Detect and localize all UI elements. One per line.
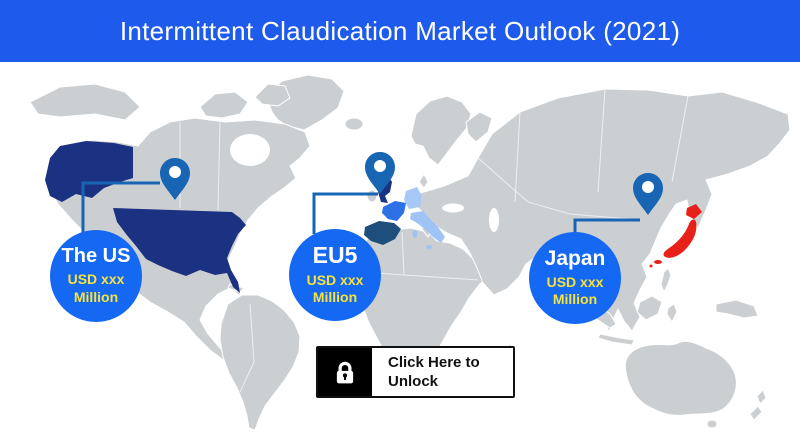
country-border (477, 88, 689, 221)
region-label: The US (61, 245, 131, 267)
denmark-region (418, 172, 429, 189)
us-value-badge: The US USD xxx Million (50, 230, 142, 322)
unlock-line2: Unlock (388, 373, 439, 390)
borneo-region (636, 295, 663, 321)
eu5-value-badge: EU5 USD xxx Million (289, 229, 381, 321)
caspian-sea (489, 208, 499, 232)
leader-line-us (81, 181, 160, 233)
japan-region-highlight (649, 204, 702, 268)
sulawesi-region (666, 303, 678, 324)
tasmania-region (706, 419, 718, 429)
unlock-button[interactable]: Click Here to Unlock (316, 346, 515, 398)
eurasia-region (416, 88, 791, 334)
leader-line-eu5 (312, 192, 378, 234)
philippines-region (660, 267, 672, 294)
ireland-region (366, 189, 378, 203)
scandinavia-region (410, 95, 472, 166)
region-label: EU5 (312, 241, 358, 268)
java-region (597, 333, 635, 346)
region-label: Japan (544, 246, 606, 270)
unlock-button-text: Click Here to Unlock (372, 348, 480, 396)
header-banner: Intermittent Claudication Market Outlook… (0, 0, 800, 62)
map-pin-icon (633, 173, 663, 215)
world-map (29, 74, 791, 431)
france-region-highlight (382, 201, 406, 221)
region-value-line2: Million (312, 289, 358, 305)
unlock-line1: Click Here to (388, 353, 480, 371)
region-value-line2: Million (552, 291, 598, 307)
new-guinea-region (715, 299, 759, 319)
region-value-line1: USD xxx (67, 271, 125, 287)
region-value-line1: USD xxx (546, 273, 604, 290)
page-title: Intermittent Claudication Market Outlook… (119, 15, 681, 46)
australia-region (624, 340, 737, 416)
country-border (239, 303, 255, 393)
lock-icon (336, 361, 354, 384)
lock-icon-pane (318, 348, 372, 396)
japan-value-badge: Japan USD xxx Million (529, 232, 621, 324)
arctic-islands-region (199, 91, 249, 119)
region-value-line1: USD xxx (306, 271, 364, 288)
finland-region (465, 111, 493, 143)
spain-region-highlight (364, 221, 401, 245)
south-america-region (219, 294, 301, 431)
alaska-region-highlight (45, 141, 133, 202)
germany-region-highlight (404, 187, 422, 209)
italy-region-highlight (410, 211, 445, 243)
region-value-line2: Million (73, 288, 119, 305)
sicily-region-highlight (426, 245, 432, 249)
map-pin-icon (365, 152, 395, 194)
arctic-islands-region (254, 83, 291, 107)
new-zealand-region (749, 389, 767, 421)
iceland-region (344, 117, 364, 131)
hudson-bay (230, 134, 270, 166)
map-pin-icon (160, 158, 190, 200)
black-sea (442, 203, 464, 213)
us-region-highlight (113, 208, 246, 293)
arctic-russia-region (29, 83, 141, 121)
sardinia-region-highlight (412, 230, 418, 238)
leader-line-japan (573, 218, 640, 235)
